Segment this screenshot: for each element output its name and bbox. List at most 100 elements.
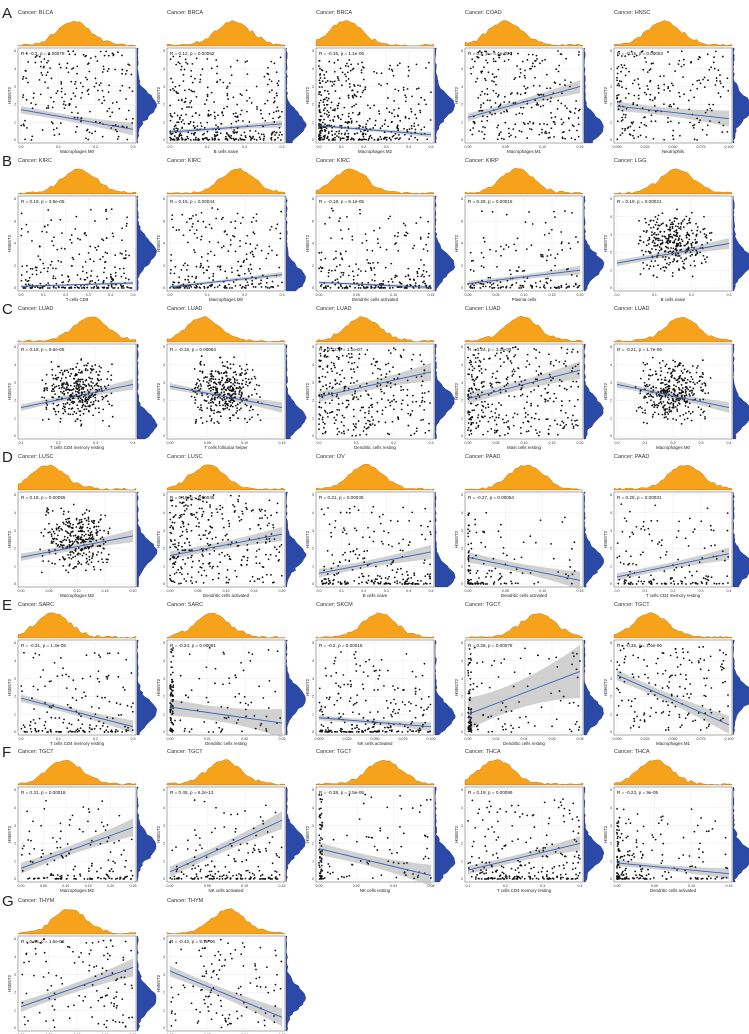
data-point bbox=[59, 66, 62, 69]
data-point bbox=[45, 61, 48, 64]
data-point bbox=[216, 396, 219, 399]
data-point bbox=[380, 282, 383, 285]
data-point bbox=[647, 392, 650, 395]
data-point bbox=[57, 259, 60, 262]
data-point bbox=[268, 287, 271, 289]
data-point bbox=[503, 361, 505, 364]
data-point bbox=[378, 112, 381, 115]
data-point bbox=[61, 96, 63, 99]
data-point bbox=[29, 267, 32, 270]
data-point bbox=[692, 127, 695, 129]
data-point bbox=[367, 419, 369, 422]
data-point bbox=[87, 252, 90, 254]
data-point bbox=[89, 110, 91, 113]
data-point bbox=[227, 386, 230, 389]
data-point bbox=[507, 127, 510, 130]
data-point bbox=[208, 138, 211, 141]
data-point bbox=[201, 371, 204, 374]
data-point bbox=[702, 373, 705, 376]
data-point bbox=[229, 239, 232, 241]
data-point bbox=[371, 406, 374, 408]
data-point bbox=[215, 131, 217, 134]
data-point bbox=[565, 57, 568, 60]
data-point bbox=[653, 104, 656, 107]
data-point bbox=[498, 434, 501, 437]
data-point bbox=[566, 348, 569, 351]
data-point bbox=[339, 373, 341, 376]
y-tick-label: 4 bbox=[14, 511, 16, 515]
data-point bbox=[678, 364, 681, 367]
data-point bbox=[339, 67, 342, 70]
data-point bbox=[538, 123, 541, 125]
data-point bbox=[348, 82, 351, 85]
data-point bbox=[45, 74, 48, 77]
data-point bbox=[177, 121, 180, 124]
data-point bbox=[209, 113, 212, 116]
data-point bbox=[321, 80, 324, 83]
data-point bbox=[484, 285, 487, 288]
data-point bbox=[79, 380, 82, 383]
data-point bbox=[674, 238, 677, 241]
top-density bbox=[315, 20, 435, 47]
data-point bbox=[639, 273, 642, 276]
data-point bbox=[169, 58, 172, 61]
data-point bbox=[27, 279, 30, 282]
data-point bbox=[632, 103, 634, 106]
x-tick-label: 0.4 bbox=[108, 293, 113, 297]
data-point bbox=[663, 235, 666, 238]
data-point bbox=[546, 87, 548, 90]
data-point bbox=[576, 129, 578, 132]
data-point bbox=[638, 239, 641, 242]
data-point bbox=[230, 122, 233, 125]
data-point bbox=[680, 65, 683, 68]
data-point bbox=[621, 132, 624, 135]
y-tick-label: 5 bbox=[14, 345, 16, 349]
data-point bbox=[206, 86, 209, 89]
data-point bbox=[102, 279, 105, 282]
data-point bbox=[642, 241, 645, 244]
data-point bbox=[621, 127, 624, 130]
data-point bbox=[492, 50, 495, 53]
data-point bbox=[235, 412, 238, 414]
data-point bbox=[251, 137, 254, 140]
data-point bbox=[571, 367, 574, 369]
data-point bbox=[230, 137, 233, 140]
data-point bbox=[239, 245, 241, 248]
data-point bbox=[330, 124, 333, 127]
data-point bbox=[110, 285, 113, 288]
data-point bbox=[177, 281, 180, 284]
y-axis-label: HSBST2 bbox=[7, 86, 12, 104]
data-point bbox=[682, 266, 684, 268]
data-point bbox=[657, 404, 660, 407]
data-point bbox=[468, 368, 471, 371]
data-point bbox=[343, 385, 346, 388]
data-point bbox=[556, 433, 559, 436]
data-point bbox=[211, 207, 214, 209]
data-point bbox=[187, 137, 190, 140]
data-point bbox=[689, 412, 692, 415]
data-point bbox=[223, 365, 226, 368]
x-tick-label: 0.3 bbox=[699, 441, 704, 445]
data-point bbox=[217, 241, 220, 244]
x-tick-label: 0.0 bbox=[317, 145, 322, 149]
data-point bbox=[469, 286, 472, 289]
data-point bbox=[31, 239, 33, 242]
data-point bbox=[473, 409, 476, 412]
data-point bbox=[521, 112, 524, 115]
data-point bbox=[196, 386, 199, 389]
data-point bbox=[518, 112, 521, 115]
data-point bbox=[47, 209, 50, 211]
data-point bbox=[322, 385, 324, 388]
data-point bbox=[200, 238, 202, 241]
data-point bbox=[656, 218, 659, 221]
data-point bbox=[676, 404, 679, 407]
y-tick-label: 5 bbox=[163, 345, 165, 349]
data-point bbox=[389, 404, 392, 407]
data-point bbox=[124, 250, 127, 252]
data-point bbox=[467, 389, 470, 392]
data-point bbox=[472, 259, 474, 262]
x-tick-label: 0.05 bbox=[493, 441, 500, 445]
x-tick-label: 0.00 bbox=[465, 293, 472, 297]
data-point bbox=[82, 53, 85, 56]
data-point bbox=[712, 61, 715, 64]
